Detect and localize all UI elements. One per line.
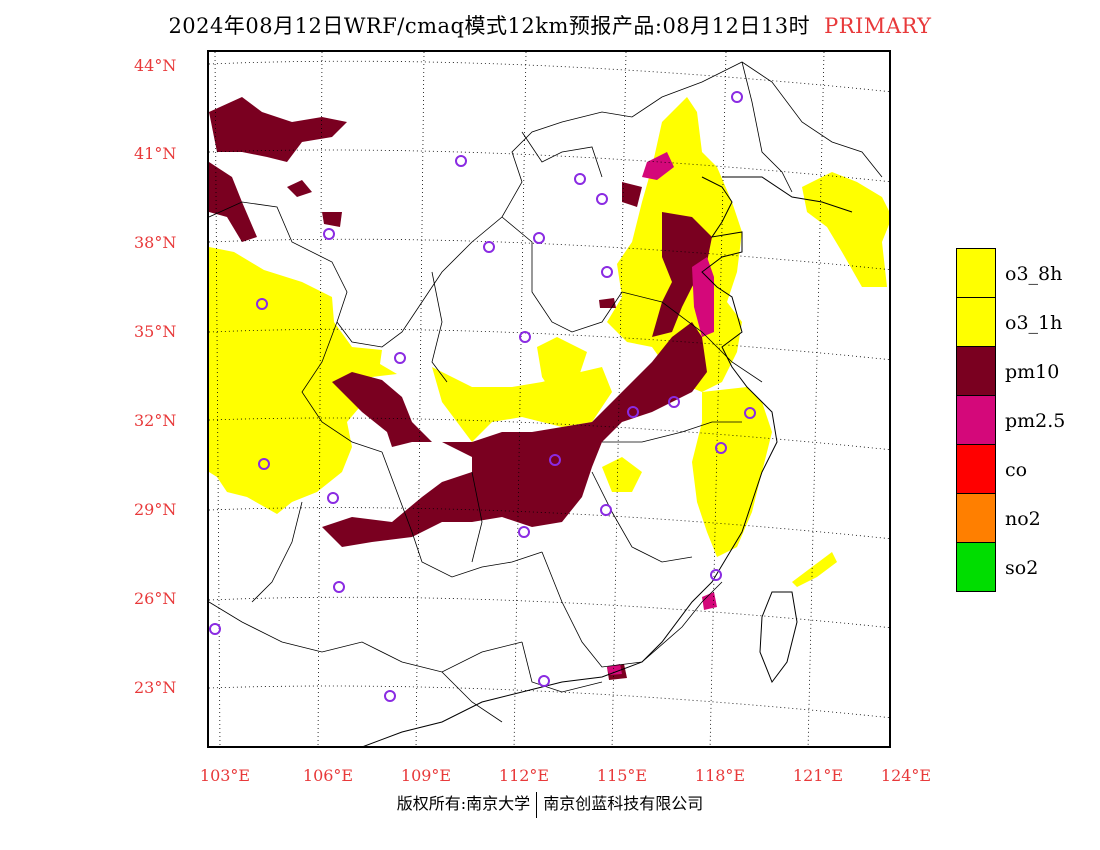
legend-swatch-co: co	[956, 444, 1027, 494]
copyright-right: 南京创蓝科技有限公司	[543, 794, 704, 813]
pm25-region-tianjin	[642, 152, 674, 180]
pm10-region-west-strip	[209, 162, 257, 242]
o3-region-west-sichuan	[209, 247, 397, 514]
legend-label-pm25: pm2.5	[1005, 410, 1066, 432]
legend-label-o3-8h: o3_8h	[1005, 263, 1063, 285]
legend-label-so2: so2	[1005, 557, 1039, 579]
pm10-region-small-3	[599, 298, 616, 308]
lon-label-115: 115°E	[596, 766, 648, 785]
lon-label-106: 106°E	[302, 766, 354, 785]
lon-label-103: 103°E	[199, 766, 251, 785]
legend-label-no2: no2	[1005, 508, 1041, 530]
lon-label-109: 109°E	[400, 766, 452, 785]
pm25-region-shandong	[692, 257, 714, 337]
province-boundaries	[209, 61, 883, 723]
lon-label-112: 112°E	[498, 766, 550, 785]
map-panel	[207, 50, 891, 748]
legend-swatch-o3-1h: o3_1h	[956, 297, 1062, 347]
pm10-region-yangtze-belt	[322, 322, 707, 547]
pm10-region-inner-mongolia	[209, 97, 347, 162]
pm10-regions	[209, 97, 712, 680]
graticule	[209, 52, 889, 746]
lon-label-124: 124°E	[880, 766, 932, 785]
lat-label-29: 29°N	[134, 500, 177, 519]
lat-label-23: 23°N	[134, 678, 177, 697]
copyright-footer: 版权所有:南京大学 南京创蓝科技有限公司	[0, 790, 1100, 818]
title-main: 2024年08月12日WRF/cmaq模式12km预报产品:08月12日13时	[168, 14, 811, 38]
lat-label-32: 32°N	[134, 411, 177, 430]
lat-label-44: 44°N	[134, 56, 177, 75]
legend-swatch-o3-8h: o3_8h	[956, 248, 1062, 298]
lon-label-118: 118°E	[694, 766, 746, 785]
lon-label-121: 121°E	[792, 766, 844, 785]
station-markers	[209, 91, 756, 702]
footer-divider	[536, 791, 538, 818]
legend-swatch-pm25: pm2.5	[956, 395, 1065, 445]
copyright-left: 版权所有:南京大学	[396, 794, 531, 813]
lat-label-41: 41°N	[134, 144, 177, 163]
o3-region-northeast	[802, 172, 889, 287]
o3-region-hunan-east	[602, 457, 642, 492]
legend-label-co: co	[1005, 459, 1028, 481]
pm25-region-guangdong	[607, 664, 622, 675]
legend-swatch-pm10: pm10	[956, 346, 1059, 396]
o3-region-taiwan-strait	[792, 552, 837, 587]
pm10-region-beijing	[622, 182, 642, 207]
lat-label-35: 35°N	[134, 322, 177, 341]
lat-label-38: 38°N	[134, 233, 177, 252]
title-primary-tag: PRIMARY	[824, 14, 932, 38]
legend-label-o3-1h: o3_1h	[1005, 312, 1063, 334]
pollutant-legend: o3_8h o3_1h pm10 pm2.5 co no2 so2	[956, 248, 1065, 592]
coastline	[363, 176, 853, 746]
map-title: 2024年08月12日WRF/cmaq模式12km预报产品:08月12日13时 P…	[0, 10, 1100, 40]
pm10-region-small-1	[287, 180, 312, 197]
o3-region-east-coast	[692, 387, 772, 557]
pm25-regions	[607, 152, 717, 675]
map-canvas	[209, 52, 889, 746]
legend-label-pm10: pm10	[1005, 361, 1060, 383]
lat-label-26: 26°N	[134, 589, 177, 608]
legend-swatch-so2: so2	[956, 542, 1038, 592]
legend-swatch-no2: no2	[956, 493, 1041, 543]
pm10-region-small-2	[322, 212, 342, 227]
o3-region-wuhan-north	[537, 337, 587, 392]
